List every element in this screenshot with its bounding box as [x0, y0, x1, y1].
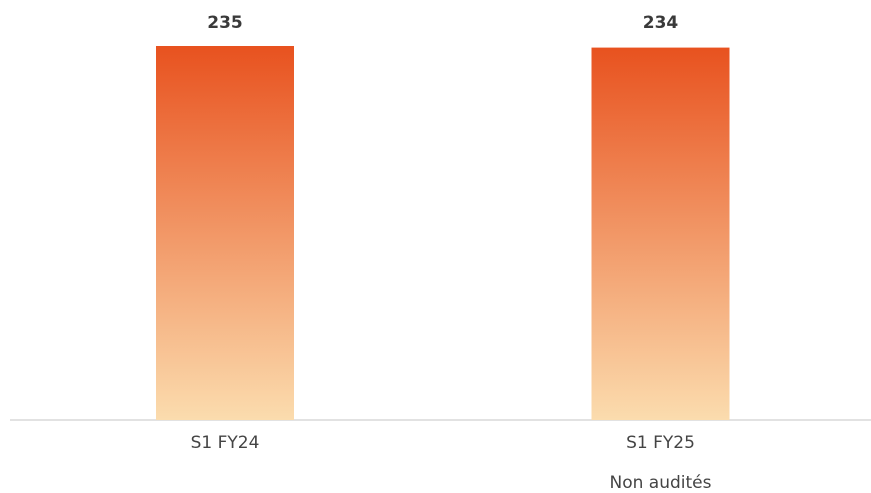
- value-label: 234: [643, 13, 679, 33]
- bar: [591, 47, 730, 420]
- bar: [156, 46, 294, 420]
- value-label: 235: [207, 13, 243, 33]
- category-label: S1 FY25: [626, 433, 695, 453]
- category-label: S1 FY24: [191, 433, 260, 453]
- category-label: Non audités: [610, 473, 712, 493]
